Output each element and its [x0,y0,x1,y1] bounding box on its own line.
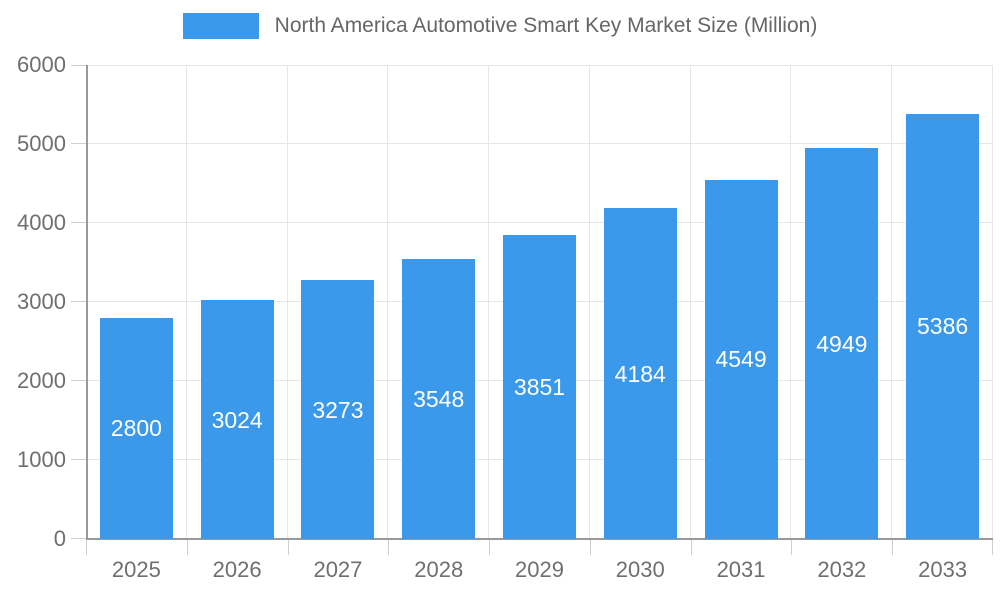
bar [301,280,375,539]
y-axis-label: 1000 [17,447,66,472]
x-axis-label: 2032 [817,557,867,582]
y-gridline [86,143,993,144]
x-gridline [790,65,792,539]
x-gridline [488,65,490,539]
x-gridline [185,65,187,539]
bar [906,113,980,539]
x-axis-label: 2025 [111,557,161,582]
x-gridline [286,65,288,539]
x-tick [489,539,491,555]
chart-legend[interactable]: North America Automotive Smart Key Marke… [0,13,1000,39]
y-tick [71,222,86,223]
plot-area: 0 1000 2000 3000 4000 5000 6000 2800 2025 3024 202… [17,52,993,582]
y-tick [71,459,86,460]
x-gridline [992,65,993,539]
y-axis-line [86,65,88,539]
bar-value-label: 3548 [413,385,465,412]
y-axis-label: 6000 [17,52,66,77]
y-tick [71,143,86,144]
y-axis-label: 2000 [17,368,66,393]
bar [805,148,879,539]
x-axis-label: 2026 [212,557,262,582]
bar [704,179,778,539]
y-axis-label: 5000 [17,131,66,156]
x-tick [589,539,591,555]
y-gridline [86,65,993,66]
x-tick [791,539,793,555]
y-gridline [86,222,993,223]
y-axis-label: 0 [53,526,66,551]
bar-value-label: 4549 [715,346,767,373]
legend-swatch-icon [182,13,259,39]
bar-value-label: 3851 [513,373,566,400]
bar-value-label: 3273 [312,396,364,423]
x-gridline [588,65,590,539]
y-tick [71,538,86,539]
y-axis-label: 4000 [17,210,66,235]
bar [402,258,476,539]
bar [603,208,677,539]
bar-value-label: 4949 [816,330,868,357]
x-axis-label: 2028 [414,557,464,582]
x-axis-label: 2031 [716,557,766,582]
x-axis-label: 2030 [615,557,665,582]
x-axis-label: 2027 [313,557,363,582]
bar-value-label: 2800 [110,415,162,442]
x-tick [186,539,188,555]
x-tick [992,539,993,555]
legend-label: North America Automotive Smart Key Marke… [274,14,818,37]
x-gridline [891,65,893,539]
x-axis-line [86,538,993,540]
x-tick [892,539,894,555]
y-tick [71,301,86,302]
bar [503,234,576,539]
x-axis-label: 2029 [515,557,564,582]
y-tick [71,380,86,381]
bar [99,317,173,539]
x-tick [388,539,390,555]
x-axis-label: 2033 [918,557,968,582]
bar-value-label: 5386 [917,313,969,340]
x-tick [690,539,692,555]
x-tick [86,539,87,555]
y-axis-label: 3000 [17,289,66,314]
bar-value-label: 4184 [614,360,666,387]
x-gridline [689,65,691,539]
y-tick [71,65,86,66]
x-gridline [387,65,389,539]
bar-value-label: 3024 [211,406,263,433]
bar [200,300,274,539]
x-tick [287,539,289,555]
